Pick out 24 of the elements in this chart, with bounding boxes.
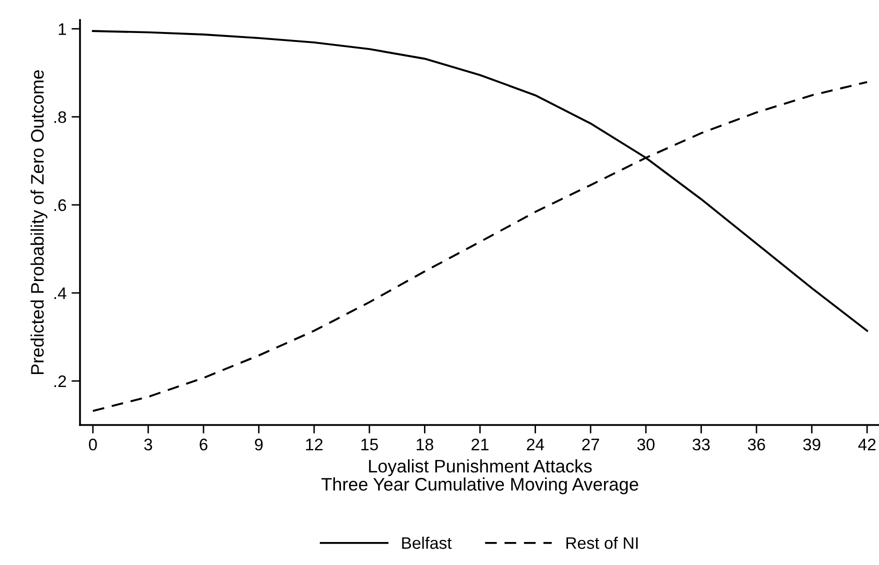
legend-label: Belfast [402,536,452,549]
x-tick-label: 0 [88,438,97,450]
x-tick-label: 21 [472,438,488,450]
x-tick-label: 3 [144,438,152,450]
y-tick-label: .4 [54,288,66,299]
y-tick-label: .2 [54,375,66,388]
x-tick-label: 27 [582,438,600,450]
x-tick-label: 12 [306,438,323,450]
x-tick-label: 18 [416,438,434,450]
x-tick-label: 42 [858,438,876,450]
x-tick-label: 9 [254,438,263,450]
x-axis-title: Loyalist Punishment Attacks Three Year Cumulative Moving Average [321,459,638,494]
x-tick-label: 24 [526,438,544,450]
y-tick-label: .6 [54,199,66,212]
legend-label: Rest of NI [566,536,638,549]
y-axis-title: Predicted Probability of Zero Outcome [30,70,48,374]
x-tick-label: 39 [803,438,820,450]
x-tick-label: 33 [692,438,710,450]
x-tick-label: 30 [637,438,655,450]
y-tick-label: .8 [54,111,66,124]
x-tick-label: 6 [200,438,208,450]
x-tick-label: 36 [748,438,766,450]
y-tick-label: 1 [58,23,66,35]
x-tick-label: 15 [361,438,378,450]
